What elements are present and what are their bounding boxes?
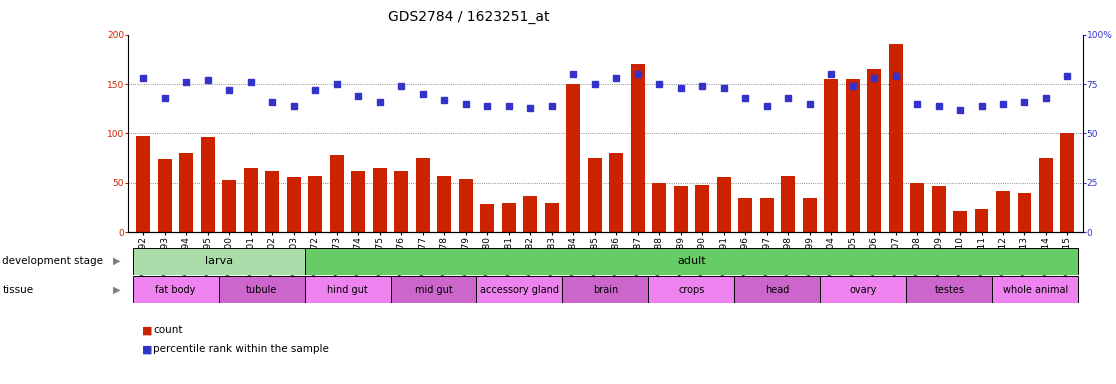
Bar <box>953 210 966 232</box>
Bar <box>995 191 1010 232</box>
Bar <box>734 276 820 303</box>
Bar <box>974 209 989 232</box>
Bar <box>244 168 258 232</box>
Text: accessory gland: accessory gland <box>480 285 559 295</box>
Text: ■: ■ <box>142 325 152 335</box>
Bar <box>674 186 687 232</box>
Bar <box>566 84 580 232</box>
Text: brain: brain <box>593 285 618 295</box>
Text: adult: adult <box>677 256 705 266</box>
Text: testes: testes <box>934 285 964 295</box>
Bar <box>910 183 924 232</box>
Bar <box>394 171 408 232</box>
Bar <box>738 198 752 232</box>
Bar <box>824 79 838 232</box>
Bar <box>588 158 602 232</box>
Text: percentile rank within the sample: percentile rank within the sample <box>153 344 329 354</box>
Bar <box>133 276 219 303</box>
Text: whole animal: whole animal <box>1002 285 1068 295</box>
Bar <box>305 276 391 303</box>
Bar <box>136 136 151 232</box>
Text: larva: larva <box>204 256 232 266</box>
Text: ovary: ovary <box>849 285 877 295</box>
Bar <box>180 153 193 232</box>
Bar <box>287 177 301 232</box>
Text: mid gut: mid gut <box>415 285 452 295</box>
Bar <box>523 196 537 232</box>
Bar <box>562 276 648 303</box>
Text: tubule: tubule <box>246 285 277 295</box>
Bar <box>1018 193 1031 232</box>
Bar <box>477 276 562 303</box>
Bar <box>219 276 305 303</box>
Bar <box>416 158 430 232</box>
Bar <box>437 176 451 232</box>
Bar <box>266 171 279 232</box>
Bar <box>545 203 559 232</box>
Bar <box>802 198 817 232</box>
Text: development stage: development stage <box>2 256 104 266</box>
Bar <box>1039 158 1054 232</box>
Bar <box>932 186 945 232</box>
Bar <box>222 180 237 232</box>
Text: ■: ■ <box>142 344 152 354</box>
Bar <box>760 198 773 232</box>
Text: crops: crops <box>679 285 704 295</box>
Bar <box>480 204 494 232</box>
Text: ▶: ▶ <box>113 285 121 295</box>
Bar <box>352 171 365 232</box>
Bar <box>201 137 215 232</box>
Text: GDS2784 / 1623251_at: GDS2784 / 1623251_at <box>388 10 549 23</box>
Bar <box>906 276 992 303</box>
Text: count: count <box>153 325 182 335</box>
Bar <box>992 276 1078 303</box>
Bar <box>652 183 666 232</box>
Bar <box>502 203 516 232</box>
Bar <box>781 176 795 232</box>
Text: fat body: fat body <box>155 285 195 295</box>
Bar <box>459 179 473 232</box>
Bar <box>391 276 477 303</box>
Bar <box>888 45 903 232</box>
Bar <box>846 79 859 232</box>
Bar <box>867 69 881 232</box>
Bar <box>330 155 344 232</box>
Bar <box>648 276 734 303</box>
Text: tissue: tissue <box>2 285 33 295</box>
Bar <box>631 64 645 232</box>
Bar <box>820 276 906 303</box>
Bar <box>305 248 1078 275</box>
Bar <box>695 185 709 232</box>
Text: ▶: ▶ <box>113 256 121 266</box>
Bar <box>373 168 387 232</box>
Bar <box>157 159 172 232</box>
Bar <box>1060 134 1075 232</box>
Bar <box>133 248 305 275</box>
Text: head: head <box>766 285 789 295</box>
Bar <box>609 153 623 232</box>
Bar <box>308 176 323 232</box>
Bar <box>716 177 731 232</box>
Text: hind gut: hind gut <box>327 285 368 295</box>
